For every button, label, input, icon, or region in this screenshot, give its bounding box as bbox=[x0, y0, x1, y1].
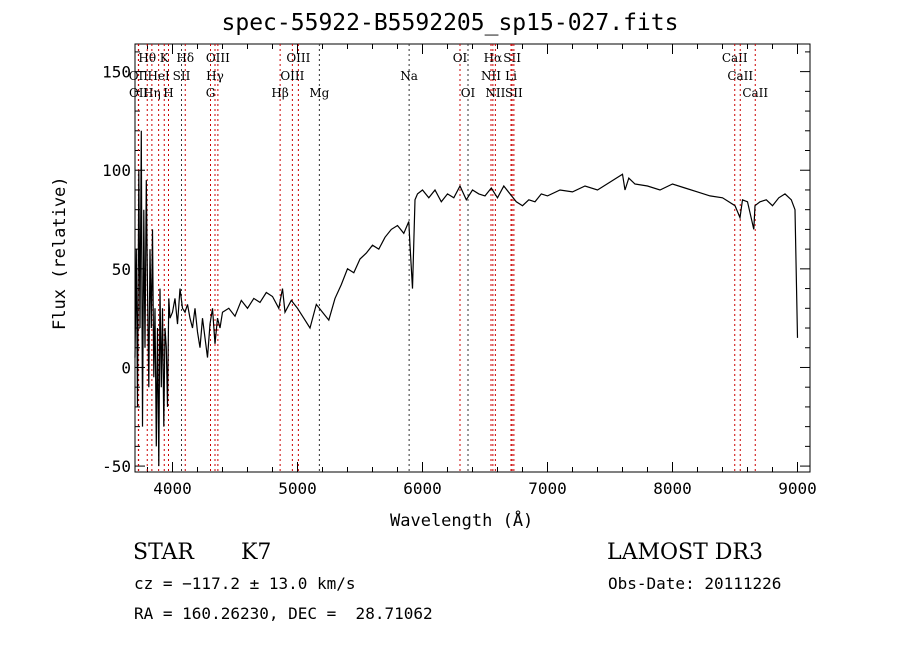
plot-frame bbox=[134, 43, 811, 473]
x-tick-label: 9000 bbox=[778, 479, 817, 498]
spectral-line-label: Hα bbox=[484, 51, 503, 65]
spectral-line-label: CaII bbox=[722, 51, 748, 65]
spectral-line-label: OII bbox=[129, 86, 149, 100]
object-subclass: K7 bbox=[241, 540, 272, 565]
y-tick-label: 150 bbox=[102, 63, 131, 82]
spectral-line-label: SII bbox=[503, 51, 521, 65]
spectral-line-label: OIII bbox=[286, 51, 310, 65]
spectral-line-label: Hβ bbox=[271, 86, 288, 100]
x-tick-label: 4000 bbox=[153, 479, 192, 498]
spectral-line-label: Hδ bbox=[176, 51, 194, 65]
spectral-line-label: K bbox=[160, 51, 170, 65]
y-axis-label: Flux (relative) bbox=[50, 176, 70, 330]
x-tick-label: 5000 bbox=[278, 479, 317, 498]
spectral-line-label: OI bbox=[453, 51, 468, 65]
spectral-line-label: CaII bbox=[727, 69, 753, 83]
chart-title: spec-55922-B5592205_sp15-027.fits bbox=[221, 10, 679, 36]
spectral-line-label: NII bbox=[481, 69, 501, 83]
spectral-line-label: CaII bbox=[742, 86, 768, 100]
object-class: STAR bbox=[133, 540, 194, 565]
spectral-line-label: G bbox=[206, 86, 216, 100]
spectral-line-label: Na bbox=[400, 69, 418, 83]
spectral-line-label: HeI bbox=[147, 69, 170, 83]
spectral-line-label: Mg bbox=[309, 86, 329, 100]
spectral-line-label: H bbox=[163, 86, 173, 100]
y-tick-label: 50 bbox=[112, 260, 131, 279]
spectral-line-label: Hγ bbox=[206, 69, 224, 83]
spectral-line-label: OIII bbox=[206, 51, 230, 65]
spectral-line-label: NII bbox=[485, 86, 505, 100]
ra-dec: RA = 160.26230, DEC = 28.71062 bbox=[134, 604, 433, 623]
spectral-line-label: SII bbox=[505, 86, 523, 100]
redshift-text: cz = −117.2 ± 13.0 km/s bbox=[134, 574, 356, 593]
x-tick-label: 7000 bbox=[528, 479, 567, 498]
spectral-line-label: SII bbox=[173, 69, 191, 83]
x-tick-label: 8000 bbox=[653, 479, 692, 498]
x-axis-label: Wavelength (Å) bbox=[390, 511, 534, 531]
spectral-line-label: OIII bbox=[280, 69, 304, 83]
y-tick-label: -50 bbox=[102, 457, 131, 476]
obs-date: Obs-Date: 20111226 bbox=[608, 574, 782, 593]
y-tick-label: 100 bbox=[102, 161, 131, 180]
spectrum-line bbox=[134, 130, 799, 467]
spectral-line-label: Hθ bbox=[138, 51, 156, 65]
spectral-line-label: Hη bbox=[143, 86, 161, 100]
spectral-line-label: Li bbox=[505, 69, 517, 83]
x-tick-label: 6000 bbox=[403, 479, 442, 498]
y-tick-label: 0 bbox=[121, 358, 131, 377]
survey-label: LAMOST DR3 bbox=[607, 540, 763, 565]
spectral-line-label: OI bbox=[461, 86, 476, 100]
